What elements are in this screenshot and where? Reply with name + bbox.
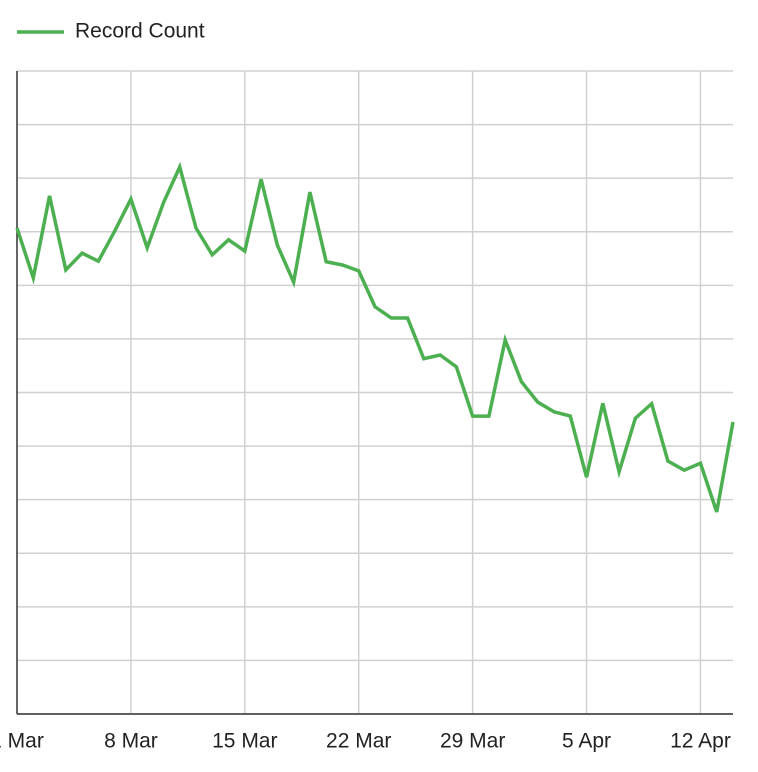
x-tick-label: 1 Mar (0, 730, 44, 753)
data-line (15, 161, 735, 513)
x-tick-label: 22 Mar (326, 730, 391, 753)
x-tick-label: 29 Mar (440, 730, 505, 753)
legend-label: Record Count (75, 20, 205, 43)
x-tick-label: 15 Mar (212, 730, 277, 753)
x-tick-label: 8 Mar (104, 730, 158, 753)
x-tick-label: 12 Apr (670, 730, 731, 753)
x-tick-label: 5 Apr (562, 730, 611, 753)
